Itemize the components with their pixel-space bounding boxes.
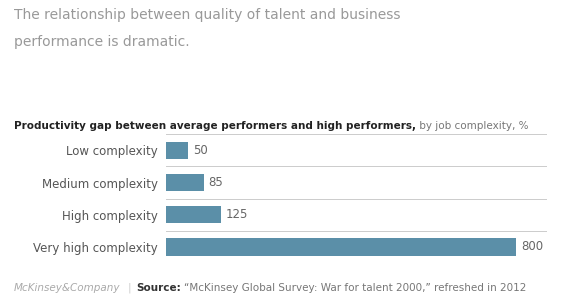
Text: McKinsey&Company: McKinsey&Company	[14, 282, 121, 293]
Bar	[166, 206, 221, 223]
Text: 125: 125	[226, 208, 248, 221]
Text: by job complexity, %: by job complexity, %	[416, 121, 528, 131]
Bar	[166, 142, 188, 159]
Text: “McKinsey Global Survey: War for talent 2000,” refreshed in 2012: “McKinsey Global Survey: War for talent …	[184, 282, 527, 293]
Bar	[166, 238, 517, 255]
Text: Productivity gap between average performers and high performers,: Productivity gap between average perform…	[14, 121, 416, 131]
Text: 50: 50	[193, 144, 208, 157]
Text: |: |	[127, 282, 131, 293]
Text: 85: 85	[208, 176, 223, 189]
Bar	[166, 174, 204, 191]
Text: 800: 800	[521, 240, 543, 253]
Text: performance is dramatic.: performance is dramatic.	[14, 35, 190, 49]
Text: The relationship between quality of talent and business: The relationship between quality of tale…	[14, 8, 400, 21]
Text: Source:: Source:	[136, 282, 182, 293]
